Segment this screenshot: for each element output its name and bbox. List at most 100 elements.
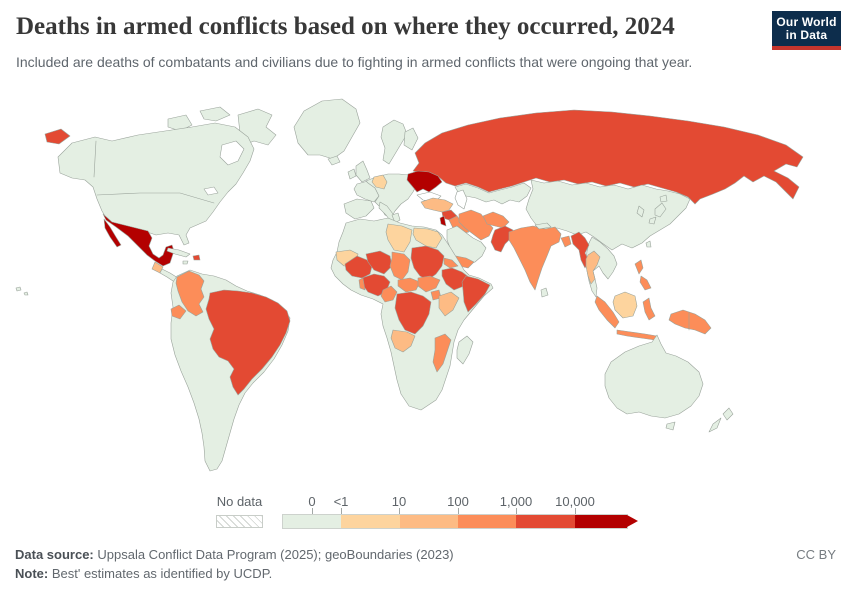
footer-source-label: Data source: <box>15 547 94 562</box>
country-turkey[interactable] <box>420 197 454 213</box>
country-canada-arctic-islands-2[interactable] <box>199 106 231 122</box>
country-australia[interactable] <box>604 334 704 419</box>
country-eritrea[interactable] <box>443 257 459 269</box>
country-bangladesh[interactable] <box>560 235 572 248</box>
country-spain-portugal[interactable] <box>343 198 375 220</box>
country-kenya[interactable] <box>438 291 460 317</box>
country-new-zealand-south[interactable] <box>708 417 722 433</box>
country-ukraine[interactable] <box>406 170 443 193</box>
country-malaysia-borneo[interactable] <box>612 291 638 319</box>
legend-bin-green[interactable] <box>283 515 341 528</box>
owid-logo-line1: Our World <box>776 14 837 29</box>
country-korea[interactable] <box>636 205 645 218</box>
country-sudan[interactable] <box>410 245 445 281</box>
legend-bin-peach1[interactable] <box>341 515 400 528</box>
legend-arrow-cap <box>627 515 638 527</box>
country-iceland[interactable] <box>327 155 341 166</box>
legend-tick-10000: 10,000 <box>555 494 595 509</box>
country-sri-lanka[interactable] <box>540 287 549 298</box>
owid-logo-accent-stripe <box>772 46 841 50</box>
legend-no-data-label: No data <box>216 494 263 509</box>
country-norway-sweden[interactable] <box>380 119 408 165</box>
legend-bin-orange[interactable] <box>458 515 516 528</box>
country-south-sudan[interactable] <box>417 275 441 293</box>
world-choropleth-map[interactable] <box>0 85 850 497</box>
country-indonesia-java[interactable] <box>616 329 658 341</box>
country-japan-kyushu[interactable] <box>648 216 657 225</box>
page-title: Deaths in armed conflicts based on where… <box>16 13 675 40</box>
legend-color-segments[interactable] <box>283 515 627 528</box>
country-usa-canada[interactable] <box>57 122 255 246</box>
country-russia-chukotka[interactable] <box>44 128 71 145</box>
country-taiwan[interactable] <box>645 240 652 248</box>
legend-bin-darkred[interactable] <box>575 515 627 528</box>
country-brazil[interactable] <box>205 289 291 396</box>
legend-tickmark <box>399 508 400 515</box>
country-niger[interactable] <box>365 250 393 275</box>
caspian-sea <box>454 189 468 210</box>
country-philippines-luzon[interactable] <box>634 259 644 275</box>
country-haiti[interactable] <box>192 254 201 261</box>
country-dr-congo[interactable] <box>394 291 432 335</box>
country-afghanistan[interactable] <box>482 211 510 229</box>
legend-tickmark <box>458 508 459 515</box>
owid-logo-line2: in Data <box>785 27 828 42</box>
legend-bin-peach2[interactable] <box>400 515 458 528</box>
country-hawaii[interactable] <box>15 286 22 292</box>
country-tasmania[interactable] <box>665 421 676 431</box>
legend-bin-red[interactable] <box>516 515 575 528</box>
country-cameroon[interactable] <box>380 285 398 303</box>
country-greenland[interactable] <box>293 98 361 160</box>
legend-tickmark <box>575 508 576 515</box>
country-benin[interactable] <box>358 277 366 291</box>
license-badge[interactable]: CC BY <box>796 547 836 562</box>
alaska-canada-border <box>93 140 97 178</box>
country-mexico-baja[interactable] <box>103 218 122 248</box>
country-angola[interactable] <box>390 329 416 353</box>
country-indonesia-sulawesi[interactable] <box>642 297 656 321</box>
country-nepal[interactable] <box>534 222 552 230</box>
us-canada-border <box>96 192 215 204</box>
legend-tick-1000: 1,000 <box>499 494 533 509</box>
footer-note-text: Best' estimates as identified by UCDP. <box>51 566 273 581</box>
country-egypt[interactable] <box>412 227 443 249</box>
country-mali-burkina[interactable] <box>344 255 373 279</box>
country-iran[interactable] <box>458 209 494 241</box>
country-cuba[interactable] <box>166 247 191 258</box>
country-jamaica[interactable] <box>182 260 189 265</box>
country-japan-honshu[interactable] <box>654 202 667 218</box>
country-new-zealand-north[interactable] <box>722 407 734 421</box>
country-kazakhstan[interactable] <box>454 182 532 205</box>
country-central-african-republic[interactable] <box>397 277 421 293</box>
country-ecuador[interactable] <box>170 304 187 320</box>
country-somalia[interactable] <box>461 275 491 313</box>
owid-logo-box: Our World in Data <box>772 11 841 46</box>
country-united-kingdom[interactable] <box>355 160 371 183</box>
country-pakistan[interactable] <box>490 225 514 253</box>
legend-color-scale[interactable] <box>283 515 638 528</box>
country-india[interactable] <box>508 225 562 291</box>
country-ireland[interactable] <box>347 168 357 180</box>
legend-tickmark <box>312 508 313 515</box>
country-philippines-mindanao[interactable] <box>639 275 652 291</box>
country-madagascar[interactable] <box>456 335 474 365</box>
country-finland[interactable] <box>403 127 419 151</box>
footer-note-label: Note: <box>15 566 49 581</box>
country-mozambique[interactable] <box>432 333 452 373</box>
legend-no-data-swatch[interactable] <box>216 515 263 528</box>
country-hawaii-2[interactable] <box>23 291 29 296</box>
country-russia[interactable] <box>412 109 804 205</box>
country-lebanon-israel[interactable] <box>439 215 447 227</box>
country-thailand[interactable] <box>585 250 601 285</box>
owid-logo[interactable]: Our World in Data <box>772 11 841 50</box>
country-new-guinea[interactable] <box>668 309 712 335</box>
country-colombia[interactable] <box>175 270 205 317</box>
country-mexico[interactable] <box>102 213 175 267</box>
great-lakes <box>203 186 219 196</box>
country-libya[interactable] <box>385 223 413 253</box>
country-japan-hokkaido[interactable] <box>659 194 668 203</box>
country-germany[interactable] <box>371 174 388 190</box>
legend-tick-100: 100 <box>447 494 469 509</box>
country-indonesia-sumatra[interactable] <box>594 295 620 329</box>
legend-tick-0: 0 <box>308 494 316 509</box>
